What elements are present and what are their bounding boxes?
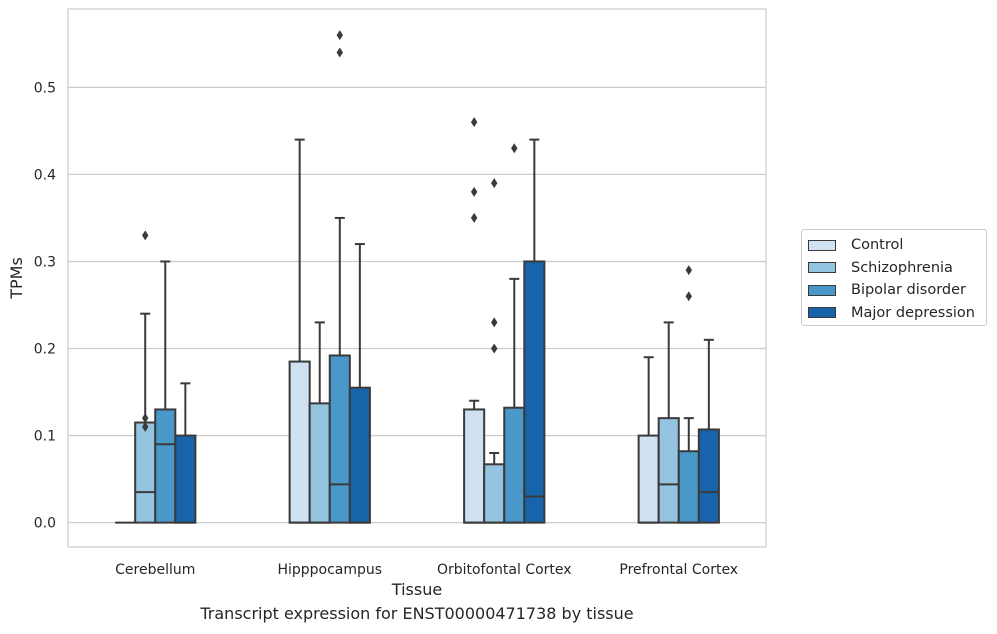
legend-label: Major depression bbox=[851, 304, 975, 321]
box-control bbox=[637, 356, 660, 524]
outlier-marker bbox=[685, 265, 692, 276]
y-axis-label: TPMs bbox=[7, 257, 26, 300]
box-major-depression bbox=[348, 243, 371, 524]
box-body bbox=[483, 463, 506, 524]
box-body bbox=[288, 360, 311, 524]
box-major-depression bbox=[174, 382, 197, 524]
plot-frame bbox=[67, 8, 767, 548]
legend-entry: Schizophrenia bbox=[808, 257, 986, 280]
box-body bbox=[308, 402, 331, 524]
chart-title: Transcript expression for ENST0000047173… bbox=[200, 604, 634, 623]
box-bipolar-disorder bbox=[677, 265, 700, 524]
outlier-marker bbox=[336, 30, 343, 41]
legend-entry: Control bbox=[808, 234, 986, 257]
box-bipolar-disorder bbox=[503, 143, 526, 524]
box-body bbox=[637, 434, 660, 524]
legend-swatch bbox=[808, 307, 836, 319]
y-tick-label: 0.3 bbox=[34, 254, 56, 270]
x-tick-label: Prefrontal Cortex bbox=[619, 562, 738, 578]
box-body bbox=[523, 260, 546, 524]
x-tick-label: Hipppocampus bbox=[277, 562, 382, 578]
y-tick-label: 0.2 bbox=[34, 342, 56, 358]
y-tick-label: 0.4 bbox=[34, 167, 56, 183]
box-body bbox=[154, 408, 177, 524]
box-body bbox=[463, 408, 486, 524]
box-body bbox=[677, 450, 700, 524]
y-tick-labels: 0.0 0.1 0.2 0.3 0.4 0.5 bbox=[34, 80, 56, 531]
box-major-depression bbox=[697, 338, 720, 524]
box-bipolar-disorder bbox=[328, 30, 351, 524]
box-body bbox=[657, 417, 680, 524]
outlier-marker bbox=[142, 413, 149, 424]
legend-entry: Bipolar disorder bbox=[808, 279, 986, 302]
y-tick-label: 0.5 bbox=[34, 80, 56, 96]
box-schizophrenia bbox=[134, 230, 157, 524]
y-tick-label: 0.1 bbox=[34, 429, 56, 445]
box-schizophrenia bbox=[657, 321, 680, 524]
box-body bbox=[697, 428, 720, 524]
box-schizophrenia bbox=[483, 178, 506, 524]
x-axis-label: Tissue bbox=[391, 580, 442, 599]
legend-swatch bbox=[808, 239, 836, 251]
box-body bbox=[134, 421, 157, 524]
box-schizophrenia bbox=[308, 321, 331, 524]
outlier-marker bbox=[142, 421, 149, 432]
outlier-marker bbox=[491, 178, 498, 189]
legend: Control Schizophrenia Bipolar disorder Majo… bbox=[801, 229, 987, 326]
outlier-marker bbox=[470, 117, 478, 128]
outlier-marker bbox=[470, 212, 478, 223]
box-bipolar-disorder bbox=[154, 260, 177, 524]
boxes bbox=[115, 30, 720, 524]
legend-label: Control bbox=[851, 237, 904, 254]
legend-entry: Major depression bbox=[808, 302, 986, 325]
box-body bbox=[348, 386, 371, 524]
box-control bbox=[463, 117, 486, 524]
x-tick-label: Orbitofontal Cortex bbox=[437, 562, 572, 578]
outlier-marker bbox=[491, 343, 498, 354]
outlier-marker bbox=[491, 317, 498, 328]
box-body bbox=[503, 406, 526, 524]
x-tick-labels: Cerebellum Hipppocampus Orbitofontal Corte… bbox=[115, 562, 738, 578]
outlier-marker bbox=[336, 47, 343, 58]
x-tick-label: Cerebellum bbox=[115, 562, 195, 578]
box-body bbox=[174, 434, 197, 524]
outlier-marker bbox=[685, 291, 692, 302]
legend-swatch bbox=[808, 262, 836, 274]
box-control bbox=[288, 138, 311, 524]
legend-label: Bipolar disorder bbox=[851, 282, 966, 299]
legend-label: Schizophrenia bbox=[851, 259, 953, 276]
outlier-marker bbox=[142, 230, 149, 241]
box-body bbox=[328, 354, 351, 524]
outlier-marker bbox=[511, 143, 518, 154]
outlier-marker bbox=[470, 186, 478, 197]
box-major-depression bbox=[523, 138, 546, 524]
y-tick-label: 0.0 bbox=[34, 516, 56, 532]
legend-swatch bbox=[808, 284, 836, 296]
